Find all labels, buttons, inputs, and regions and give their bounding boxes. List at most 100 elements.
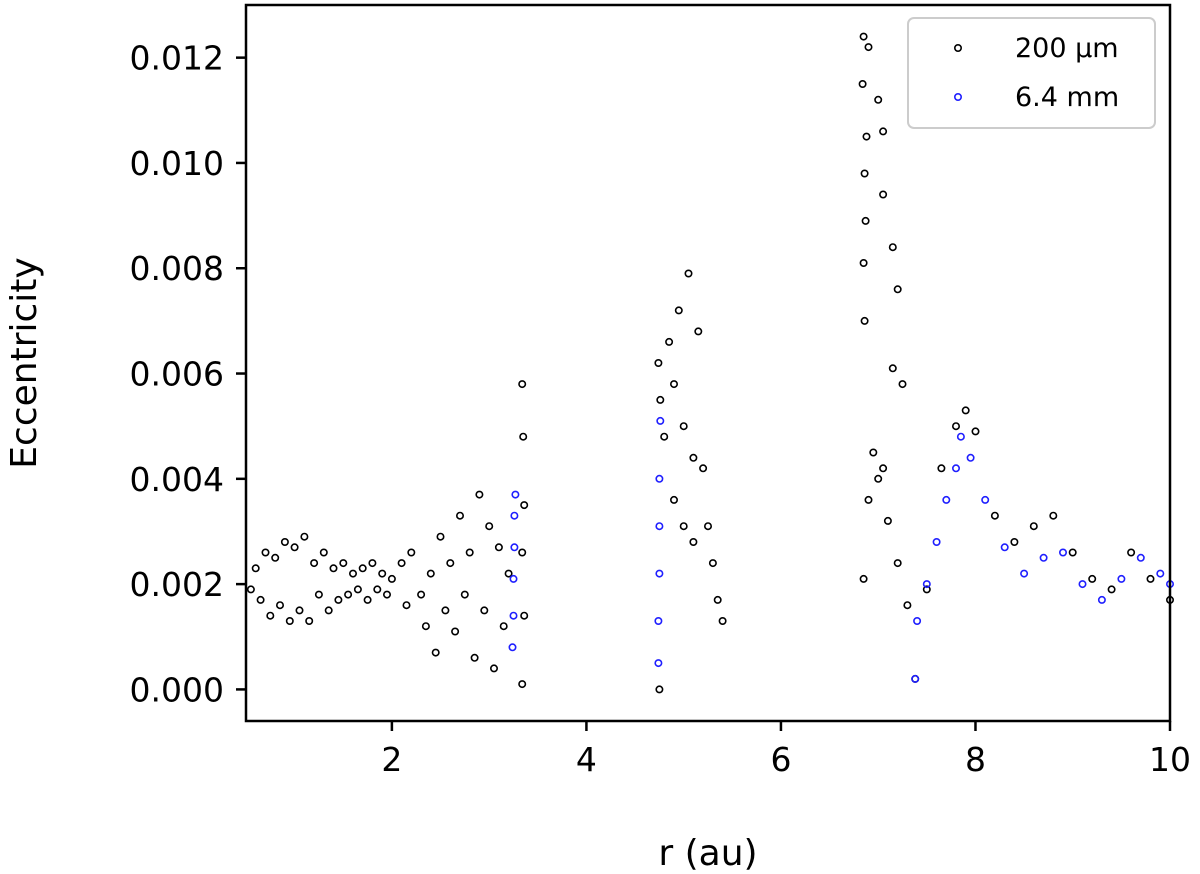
axis-ticks: 2 4 6 8 10 0.000 0.002 0.004 0.006 0.008 0.010 0.01…: [130, 39, 1191, 779]
data-point: [951, 422, 960, 431]
data-point: [713, 595, 722, 604]
data-point: [1136, 553, 1145, 562]
data-point: [903, 601, 912, 610]
data-point: [879, 464, 888, 473]
data-point: [348, 569, 357, 578]
data-point: [1078, 580, 1087, 589]
data-point: [874, 95, 883, 104]
data-point: [718, 616, 727, 625]
data-point: [1010, 537, 1019, 546]
data-point: [874, 474, 883, 483]
data-point: [421, 622, 430, 631]
data-point: [387, 574, 396, 583]
data-point: [660, 432, 669, 441]
data-point: [694, 327, 703, 336]
data-point: [475, 490, 484, 499]
data-point: [1029, 522, 1038, 531]
data-point: [417, 590, 426, 599]
data-point: [305, 616, 314, 625]
data-point: [266, 611, 275, 620]
data-point: [893, 559, 902, 568]
data-point: [913, 616, 922, 625]
data-point: [397, 559, 406, 568]
data-point: [879, 190, 888, 199]
data-point: [451, 627, 460, 636]
x-tick-label: 2: [381, 740, 402, 779]
data-point: [1097, 595, 1106, 604]
data-point: [518, 548, 527, 557]
series-0: [246, 32, 1175, 694]
data-point: [893, 285, 902, 294]
x-tick-label: 8: [965, 740, 986, 779]
data-point: [859, 574, 868, 583]
y-tick-label: 0.008: [130, 249, 224, 288]
data-point: [494, 543, 503, 552]
data-point: [669, 495, 678, 504]
data-point: [898, 380, 907, 389]
data-point: [861, 216, 870, 225]
data-point: [862, 132, 871, 141]
legend-label-200um: 200 μm: [1015, 33, 1119, 64]
data-marks: [246, 32, 1175, 694]
data-point: [922, 585, 931, 594]
data-point: [489, 664, 498, 673]
data-point: [271, 553, 280, 562]
data-point: [518, 380, 527, 389]
data-point: [426, 569, 435, 578]
data-point: [295, 606, 304, 615]
data-point: [1039, 553, 1048, 562]
data-point: [911, 674, 920, 683]
data-point: [703, 522, 712, 531]
data-point: [431, 648, 440, 657]
data-point: [251, 564, 260, 573]
data-point: [519, 432, 528, 441]
data-point: [300, 532, 309, 541]
data-point: [402, 601, 411, 610]
data-point: [932, 537, 941, 546]
data-point: [520, 611, 529, 620]
data-point: [1020, 569, 1029, 578]
data-point: [655, 569, 664, 578]
data-point: [860, 316, 869, 325]
y-tick-label: 0.010: [130, 144, 224, 183]
y-axis-label: Eccentricity: [4, 257, 45, 468]
data-point: [407, 548, 416, 557]
data-point: [665, 337, 674, 346]
data-point: [334, 595, 343, 604]
data-point: [518, 680, 527, 689]
data-point: [382, 590, 391, 599]
data-point: [509, 611, 518, 620]
data-point: [654, 659, 663, 668]
data-point: [368, 559, 377, 568]
data-point: [378, 569, 387, 578]
data-point: [656, 395, 665, 404]
data-point: [869, 448, 878, 457]
data-point: [859, 32, 868, 41]
data-point: [339, 559, 348, 568]
data-point: [1000, 543, 1009, 552]
data-point: [510, 543, 519, 552]
data-point: [654, 358, 663, 367]
data-point: [655, 522, 664, 531]
data-point: [922, 580, 931, 589]
data-point: [1117, 574, 1126, 583]
data-point: [499, 622, 508, 631]
data-point: [883, 516, 892, 525]
data-point: [261, 548, 270, 557]
data-point: [864, 43, 873, 52]
data-point: [684, 269, 693, 278]
legend-label-6-4mm: 6.4 mm: [1015, 82, 1119, 113]
data-point: [480, 606, 489, 615]
y-tick-label: 0.004: [130, 460, 224, 499]
data-point: [344, 590, 353, 599]
x-axis-label: r (au): [658, 833, 757, 874]
data-point: [1156, 569, 1165, 578]
data-point: [441, 606, 450, 615]
data-point: [310, 559, 319, 568]
data-point: [329, 564, 338, 573]
data-point: [436, 532, 445, 541]
data-point: [679, 422, 688, 431]
data-point: [446, 559, 455, 568]
